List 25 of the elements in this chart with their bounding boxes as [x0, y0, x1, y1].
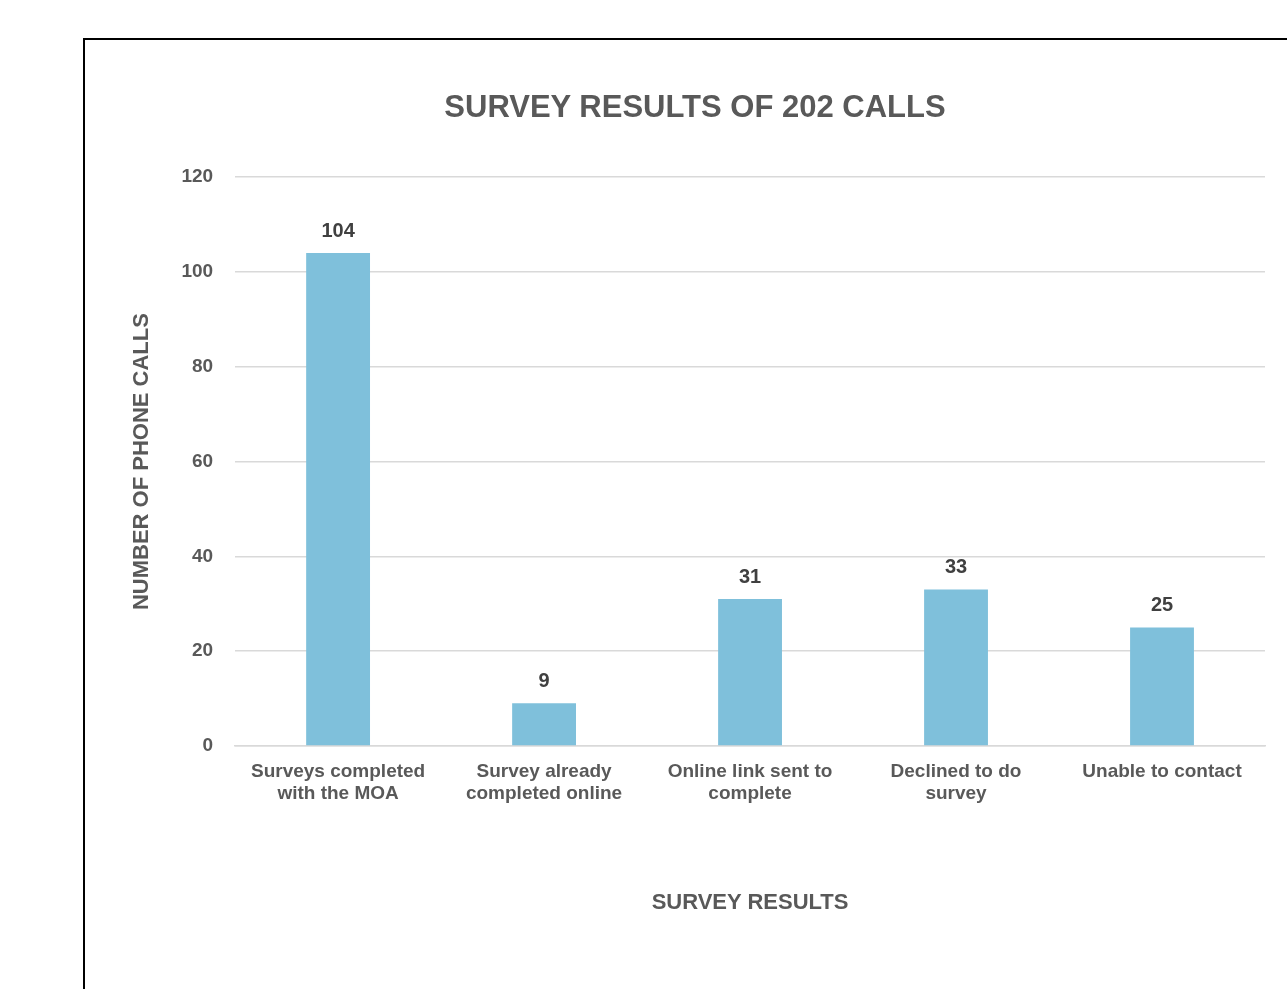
y-tick-label: 60 [191, 449, 214, 471]
x-tick-label: Surveys completed with the MOA [250, 759, 426, 804]
bar [1130, 627, 1194, 746]
bar [512, 703, 576, 746]
bar [718, 599, 782, 746]
x-tick-label: Unable to contact [1082, 759, 1243, 781]
x-axis-title: SURVEY RESULTS [651, 888, 849, 914]
y-tick-label: 20 [191, 639, 214, 661]
y-tick-label: 120 [181, 165, 214, 187]
y-tick-label: 0 [202, 734, 214, 756]
data-label: 104 [321, 218, 356, 241]
x-tick-label: Online link sent to complete [667, 759, 833, 804]
data-label: 31 [738, 564, 762, 587]
y-tick-label: 40 [191, 544, 214, 566]
x-tick-label: Survey already completed online [465, 759, 623, 804]
chart-title: SURVEY RESULTS OF 202 CALLS [444, 89, 946, 125]
bar [306, 253, 371, 746]
bar [924, 589, 988, 746]
y-axis-title: NUMBER OF PHONE CALLS [128, 313, 154, 611]
data-label: 25 [1150, 593, 1174, 616]
data-label: 9 [538, 668, 550, 691]
y-tick-label: 80 [191, 355, 214, 377]
data-label: 33 [944, 555, 968, 578]
x-tick-label: Declined to do survey [890, 759, 1022, 804]
y-tick-label: 100 [181, 260, 214, 282]
